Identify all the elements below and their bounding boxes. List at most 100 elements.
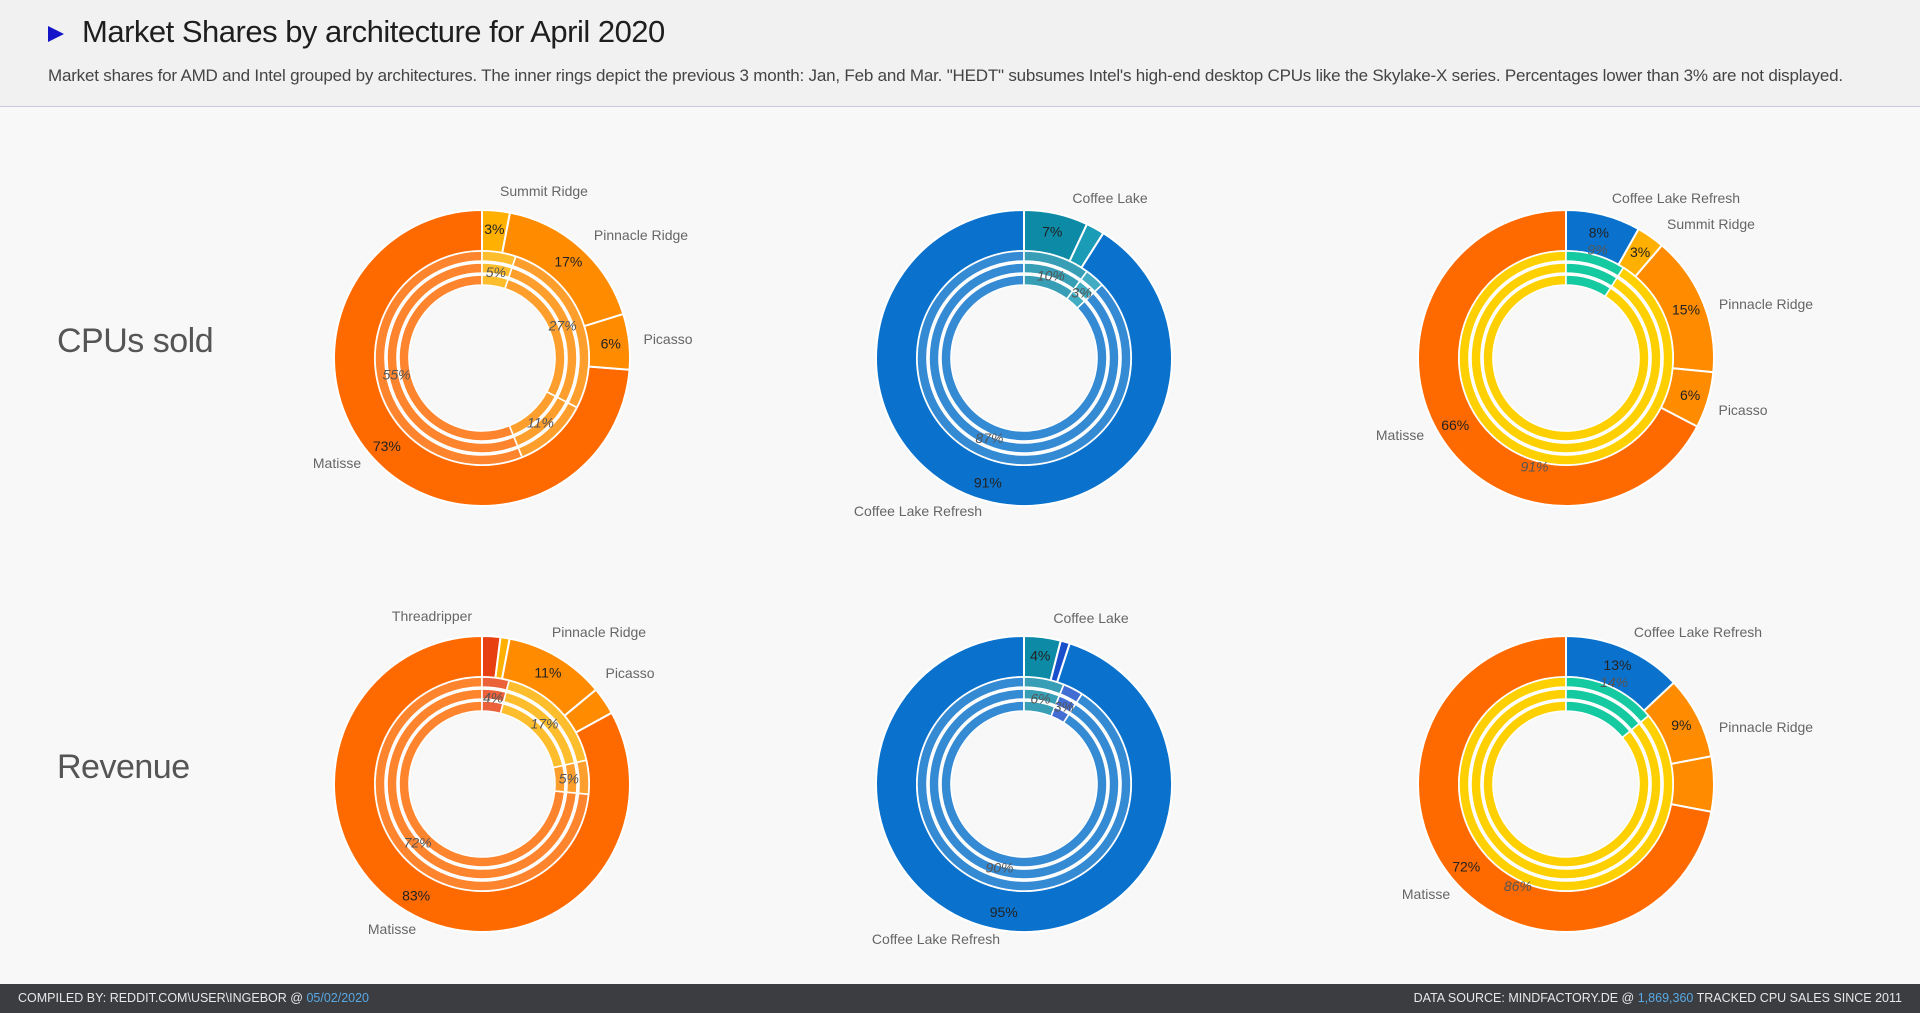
donut-chart-intel-revenue: 95% 4% 90% 6%3% Coffee Lake Coffee Lake Refre… (872, 610, 1173, 947)
inner-pct-label: 72% (404, 834, 432, 850)
category-label-matisse: Matisse (313, 455, 361, 471)
outer-pct-label: 6% (601, 336, 621, 352)
category-label-picasso: Picasso (605, 665, 654, 681)
inner-slice-hedt-1[interactable] (1050, 705, 1070, 724)
category-label-pinnacle-ridge: Pinnacle Ridge (1719, 719, 1813, 735)
inner-slice-hedt-2[interactable] (1054, 694, 1077, 714)
donut-chart-all-units: 66% 8% 3% 15% 6% 91% 9% Coffee Lake Refresh Summ… (1376, 190, 1813, 507)
category-label-picasso: Picasso (1718, 402, 1767, 418)
inner-slice-pinnacle-ridge-1[interactable] (552, 764, 566, 793)
outer-pct-label: 15% (1672, 301, 1700, 317)
outer-pct-label: 91% (974, 474, 1002, 490)
inner-slice-picasso-3[interactable] (517, 401, 578, 459)
inner-slice-pinnacle-ridge-2[interactable] (563, 761, 578, 794)
inner-slice-intel-1[interactable] (1565, 700, 1632, 739)
category-label-coffee-lake-refresh: Coffee Lake Refresh (1612, 190, 1740, 206)
category-label-coffee-lake-refresh: Coffee Lake Refresh (854, 503, 982, 519)
category-label-summit-ridge: Summit Ridge (1667, 216, 1755, 232)
inner-pct-label: 91% (1520, 459, 1548, 475)
outer-slice-picasso[interactable] (1669, 755, 1716, 813)
inner-slice-intel-3[interactable] (1565, 676, 1650, 724)
outer-pct-label: 72% (1452, 859, 1480, 875)
inner-slice-amd-1[interactable] (1482, 274, 1650, 442)
inner-pct-label: 86% (1504, 878, 1532, 894)
inner-pct-label: 3% (1071, 285, 1091, 301)
page-subtitle: Market shares for AMD and Intel grouped … (48, 66, 1843, 85)
category-label-threadripper: Threadripper (392, 608, 472, 624)
inner-pct-label: 4% (483, 690, 503, 706)
outer-pct-label: 66% (1441, 417, 1469, 433)
category-label-summit-ridge: Summit Ridge (500, 183, 588, 199)
category-label-coffee-lake-refresh: Coffee Lake Refresh (1634, 624, 1762, 640)
inner-slice-amd-2[interactable] (1470, 262, 1662, 454)
row-label-cpus-sold: CPUs sold (57, 322, 214, 360)
inner-pct-label: 17% (530, 715, 558, 731)
inner-pct-label: 5% (559, 770, 579, 786)
outer-pct-label: 3% (484, 221, 504, 237)
inner-pct-label: 55% (383, 367, 411, 383)
category-label-coffee-lake: Coffee Lake (1053, 610, 1128, 626)
inner-slice-intel-2[interactable] (1565, 262, 1619, 288)
outer-pct-label: 17% (554, 253, 582, 269)
inner-pct-label: 6% (1030, 691, 1050, 707)
category-label-pinnacle-ridge: Pinnacle Ridge (552, 624, 646, 640)
donut-chart-intel-units: 91% 7% 87% 10% 3% Coffee Lake Coffee Lake Refr… (854, 190, 1173, 519)
footer-sales-count: 1,869,360 (1637, 991, 1694, 1005)
inner-slice-picasso-2[interactable] (512, 396, 568, 448)
inner-slice-threadripper-3[interactable] (481, 676, 511, 692)
title-marker-icon (48, 26, 64, 42)
outer-pct-label: 3% (1630, 244, 1650, 260)
category-label-coffee-lake: Coffee Lake (1072, 190, 1147, 206)
inner-slice-coffee-lake-refresh-1[interactable] (940, 700, 1108, 868)
inner-slice-coffee-lake-refresh-2[interactable] (928, 688, 1120, 880)
outer-pct-label: 95% (990, 904, 1018, 920)
inner-pct-label: 90% (985, 859, 1013, 875)
category-label-matisse: Matisse (368, 921, 416, 937)
inner-pct-label: 27% (548, 317, 577, 333)
inner-slice-kaby-lake-2[interactable] (1072, 280, 1095, 301)
category-label-coffee-lake-refresh: Coffee Lake Refresh (872, 931, 1000, 947)
donut-chart-amd-revenue: 83% 11% 72% 4% 17% 5% Threadripper Pinnacle Rid… (333, 608, 655, 937)
footer-credit: COMPILED BY: REDDIT.COM\USER\INGEBOR @ 0… (18, 984, 369, 1013)
footer-source: DATA SOURCE: MINDFACTORY.DE @ 1,869,360 … (1414, 984, 1902, 1013)
footer-compiled-by: COMPILED BY: REDDIT.COM\USER\INGEBOR @ (18, 991, 303, 1005)
footer-tracked: TRACKED CPU SALES SINCE 2011 (1696, 991, 1902, 1005)
inner-slice-intel-3[interactable] (1565, 250, 1625, 278)
inner-pct-label: 5% (486, 264, 506, 280)
inner-slice-pinnacle-ridge-3[interactable] (575, 759, 590, 796)
outer-pct-label: 6% (1680, 387, 1700, 403)
inner-pct-label: 14% (1600, 674, 1628, 690)
outer-pct-label: 7% (1042, 224, 1062, 240)
outer-pct-label: 4% (1030, 648, 1050, 664)
inner-pct-label: 11% (527, 414, 554, 430)
outer-pct-label: 11% (534, 665, 561, 681)
page-title: Market Shares by architecture for April … (82, 14, 665, 49)
inner-pct-label: 9% (1587, 241, 1607, 257)
inner-slice-kaby-lake-3[interactable] (1079, 270, 1104, 293)
inner-slice-intel-1[interactable] (1565, 274, 1612, 298)
inner-slice-kaby-lake-1[interactable] (1065, 289, 1086, 310)
inner-slice-intel-2[interactable] (1565, 688, 1641, 731)
donut-chart-amd-units: 73% 3% 17% 6% 55% 5% 27% 11% Summit Ridge Pinnacl… (313, 183, 693, 507)
header: Market Shares by architecture for April … (0, 0, 1920, 107)
category-label-matisse: Matisse (1376, 427, 1424, 443)
row-label-revenue: Revenue (57, 748, 190, 786)
inner-pct-label: 3% (1054, 699, 1074, 715)
donut-chart-all-revenue: 72% 13% 9% 86% 14% Coffee Lake Refresh Pinnacl… (1402, 624, 1813, 933)
inner-pct-label: 10% (1037, 267, 1065, 283)
category-label-pinnacle-ridge: Pinnacle Ridge (594, 227, 688, 243)
footer-source-label: DATA SOURCE: MINDFACTORY.DE @ (1413, 991, 1635, 1005)
category-label-matisse: Matisse (1402, 886, 1450, 902)
inner-slice-hedt-3[interactable] (1059, 683, 1083, 704)
footer-date[interactable]: 05/02/2020 (306, 991, 370, 1005)
outer-pct-label: 8% (1589, 225, 1609, 241)
inner-pct-label: 87% (975, 430, 1003, 446)
charts-area: 73% 3% 17% 6% 55% 5% 27% 11% Summit Ridge Pinnacl… (313, 183, 1813, 947)
inner-slice-pinnacle-ridge-1[interactable] (503, 278, 566, 398)
outer-pct-label: 13% (1603, 657, 1631, 673)
inner-slice-picasso-1[interactable] (508, 390, 557, 436)
outer-pct-label: 9% (1671, 717, 1691, 733)
outer-pct-label: 83% (402, 887, 430, 903)
category-label-picasso: Picasso (643, 331, 692, 347)
outer-pct-label: 73% (373, 438, 401, 454)
